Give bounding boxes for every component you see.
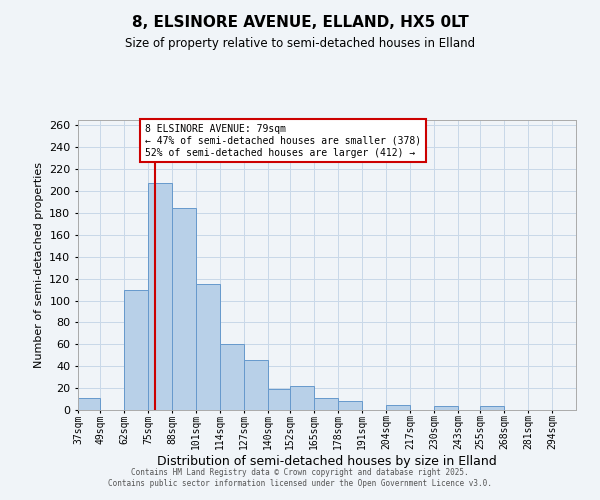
- Bar: [244, 360, 268, 410]
- Bar: [220, 344, 244, 410]
- Bar: [196, 284, 220, 410]
- Bar: [314, 398, 338, 410]
- Bar: [386, 404, 410, 410]
- Y-axis label: Number of semi-detached properties: Number of semi-detached properties: [34, 162, 44, 368]
- X-axis label: Distribution of semi-detached houses by size in Elland: Distribution of semi-detached houses by …: [157, 455, 497, 468]
- Bar: [290, 386, 314, 410]
- Text: Contains HM Land Registry data © Crown copyright and database right 2025.
Contai: Contains HM Land Registry data © Crown c…: [108, 468, 492, 487]
- Bar: [434, 406, 458, 410]
- Bar: [78, 398, 100, 410]
- Bar: [148, 184, 172, 410]
- Text: Size of property relative to semi-detached houses in Elland: Size of property relative to semi-detach…: [125, 38, 475, 51]
- Text: 8 ELSINORE AVENUE: 79sqm
← 47% of semi-detached houses are smaller (378)
52% of : 8 ELSINORE AVENUE: 79sqm ← 47% of semi-d…: [145, 124, 421, 158]
- Bar: [172, 208, 196, 410]
- Bar: [124, 290, 148, 410]
- Text: 8, ELSINORE AVENUE, ELLAND, HX5 0LT: 8, ELSINORE AVENUE, ELLAND, HX5 0LT: [131, 15, 469, 30]
- Bar: [481, 406, 504, 410]
- Bar: [268, 389, 290, 410]
- Bar: [338, 401, 362, 410]
